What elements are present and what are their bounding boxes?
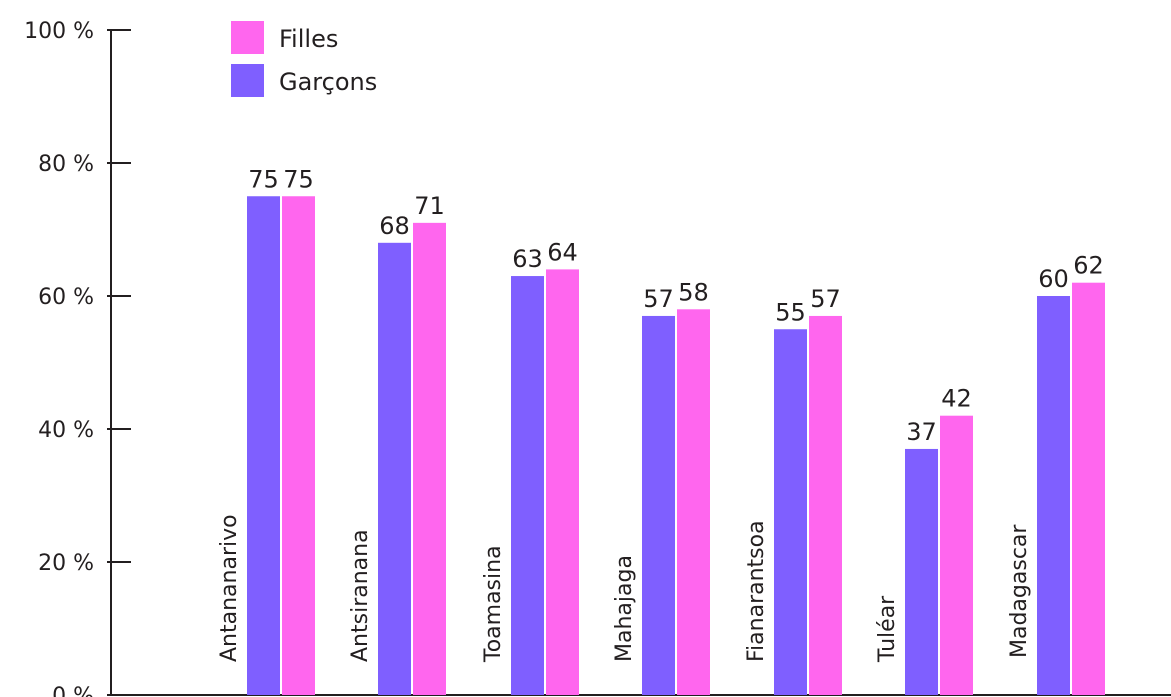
category-label: Fianarantsoa (744, 520, 769, 662)
bar-garcons (905, 448, 938, 695)
category-labels: Antananarivo Antsiranana Toamasina Mahajaga… (217, 514, 1032, 663)
data-label: 57 (643, 285, 674, 313)
category-label: Antsiranana (348, 529, 373, 662)
data-label: 42 (941, 385, 972, 413)
bar-garcons (1037, 296, 1070, 695)
legend: Filles Garçons (231, 21, 377, 97)
data-label: 62 (1073, 252, 1104, 280)
data-label: 75 (248, 165, 279, 193)
legend-swatch (231, 21, 264, 54)
bar-filles (413, 222, 446, 695)
y-tick-label: 40 % (38, 418, 94, 443)
y-tick-label: 100 % (24, 19, 94, 44)
bar-garcons (642, 315, 675, 695)
category-label: Mahajaga (612, 555, 637, 662)
data-label: 37 (906, 418, 937, 446)
legend-label: Filles (279, 25, 338, 53)
y-tick-label: 0 % (52, 684, 94, 697)
y-tick-label: 20 % (38, 551, 94, 576)
bar-filles (940, 415, 973, 695)
data-label: 68 (379, 212, 410, 240)
category-label: Antananarivo (217, 514, 242, 662)
legend-swatch (231, 64, 264, 97)
y-axis-ticks: 0 % 20 % 40 % 60 % 80 % 100 % (24, 19, 131, 697)
data-label: 60 (1038, 265, 1069, 293)
category-label: Madagascar (1007, 524, 1032, 658)
bar-garcons (378, 242, 411, 696)
data-label: 55 (775, 298, 806, 326)
bar-filles (282, 196, 315, 695)
data-label: 63 (512, 245, 543, 273)
category-label: Tuléar (875, 595, 900, 663)
data-label: 58 (678, 278, 709, 306)
data-label: 71 (414, 192, 445, 220)
data-label: 64 (547, 238, 578, 266)
legend-label: Garçons (279, 68, 377, 96)
category-label: Toamasina (481, 545, 506, 663)
data-label: 57 (810, 285, 841, 313)
y-tick-label: 60 % (38, 285, 94, 310)
bar-filles (677, 309, 710, 695)
bar-filles (809, 315, 842, 695)
bars (247, 196, 1105, 696)
bar-garcons (247, 196, 280, 695)
bar-filles (546, 269, 579, 695)
y-tick-label: 80 % (38, 152, 94, 177)
bar-garcons (774, 329, 807, 695)
data-label: 75 (283, 165, 314, 193)
bar-filles (1072, 282, 1105, 695)
bar-garcons (511, 276, 544, 695)
